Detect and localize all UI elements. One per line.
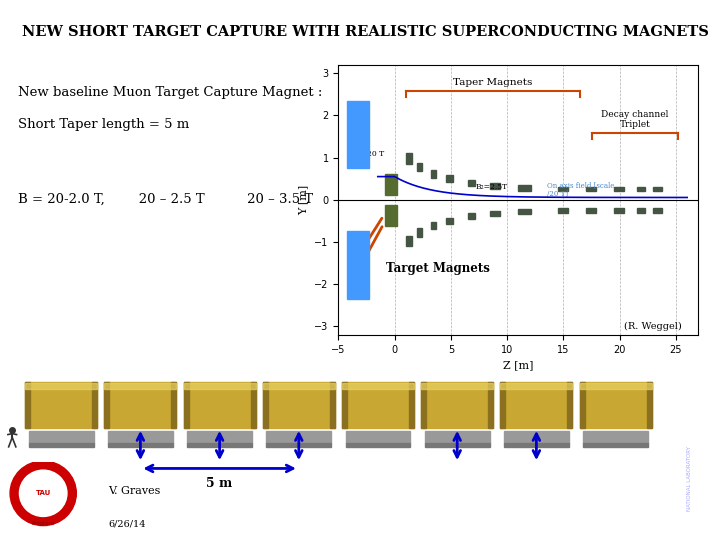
Bar: [647, 382, 652, 428]
Text: V. Graves: V. Graves: [108, 486, 161, 496]
Bar: [425, 443, 490, 447]
Bar: [184, 383, 256, 389]
Text: NEW SHORT TARGET CAPTURE WITH REALISTIC SUPERCONDUCTING MAGNETS: NEW SHORT TARGET CAPTURE WITH REALISTIC …: [22, 25, 708, 39]
Text: Program: Program: [32, 521, 55, 526]
Bar: [263, 383, 335, 389]
Bar: [580, 383, 652, 389]
Bar: [580, 382, 585, 428]
Bar: [654, 187, 662, 191]
Bar: [409, 382, 414, 428]
Text: NATIONAL LABORATORY: NATIONAL LABORATORY: [687, 446, 692, 511]
Text: B = 20-2.0 T,        20 – 2.5 T          20 – 3.5 T: B = 20-2.0 T, 20 – 2.5 T 20 – 3.5 T: [18, 193, 313, 206]
Bar: [104, 382, 176, 428]
Bar: [500, 383, 572, 389]
Bar: [431, 222, 436, 230]
Bar: [342, 383, 414, 389]
Bar: [171, 382, 176, 428]
Bar: [558, 208, 568, 213]
Bar: [342, 382, 414, 428]
Bar: [346, 443, 410, 447]
Text: B₂=20 T: B₂=20 T: [352, 150, 384, 158]
Bar: [468, 213, 475, 219]
Bar: [108, 431, 173, 443]
Bar: [266, 431, 331, 443]
Bar: [446, 176, 453, 182]
Bar: [266, 443, 331, 447]
Bar: [104, 382, 109, 428]
Bar: [488, 382, 493, 428]
Bar: [518, 209, 531, 214]
Bar: [504, 431, 569, 443]
Bar: [104, 383, 176, 389]
Bar: [586, 208, 596, 213]
Bar: [518, 185, 531, 191]
Bar: [431, 170, 436, 178]
Bar: [583, 431, 648, 443]
Bar: [25, 382, 97, 428]
Bar: [29, 443, 94, 447]
Circle shape: [10, 461, 76, 525]
Text: Taper Magnets: Taper Magnets: [454, 78, 533, 87]
Bar: [187, 431, 252, 443]
Bar: [421, 382, 493, 428]
Bar: [490, 184, 500, 189]
Bar: [425, 431, 490, 443]
Bar: [567, 382, 572, 428]
Bar: [636, 187, 645, 191]
Bar: [406, 235, 412, 246]
Bar: [614, 187, 624, 191]
Bar: [500, 382, 505, 428]
Bar: [347, 232, 369, 299]
Bar: [558, 187, 568, 191]
Bar: [184, 382, 256, 428]
Bar: [468, 180, 475, 186]
Text: Decay channel
Triplet: Decay channel Triplet: [601, 110, 669, 129]
Bar: [346, 431, 410, 443]
Bar: [108, 443, 173, 447]
Bar: [406, 153, 412, 164]
Bar: [636, 208, 645, 213]
Bar: [342, 382, 347, 428]
Text: (R. Weggel): (R. Weggel): [624, 321, 682, 330]
Bar: [421, 383, 493, 389]
Bar: [330, 382, 335, 428]
Bar: [504, 443, 569, 447]
Bar: [384, 174, 397, 195]
Bar: [417, 228, 422, 237]
Y-axis label: Y [m]: Y [m]: [299, 185, 309, 215]
X-axis label: Z [m]: Z [m]: [503, 360, 534, 370]
Bar: [263, 382, 268, 428]
Bar: [583, 443, 648, 447]
Bar: [500, 382, 572, 428]
Bar: [187, 443, 252, 447]
Bar: [421, 382, 426, 428]
Text: BROOKHAVEN: BROOKHAVEN: [686, 400, 693, 455]
Bar: [25, 382, 30, 428]
Bar: [614, 208, 624, 213]
Bar: [263, 382, 335, 428]
Bar: [25, 383, 97, 389]
Bar: [586, 187, 596, 191]
Text: 6/26/14: 6/26/14: [108, 519, 145, 529]
Text: Short Taper length = 5 m: Short Taper length = 5 m: [18, 118, 189, 131]
Bar: [417, 163, 422, 171]
Bar: [92, 382, 97, 428]
Text: On axis field [scale
/20 T]: On axis field [scale /20 T]: [546, 181, 614, 198]
Bar: [446, 218, 453, 224]
Bar: [29, 431, 94, 443]
Text: B₂=2.5T: B₂=2.5T: [476, 183, 508, 191]
Bar: [251, 382, 256, 428]
Bar: [347, 100, 369, 168]
Text: Target Magnets: Target Magnets: [386, 261, 490, 274]
Text: 5 m: 5 m: [207, 476, 233, 490]
Bar: [384, 205, 397, 226]
Bar: [490, 211, 500, 216]
Bar: [654, 208, 662, 213]
Text: New baseline Muon Target Capture Magnet :: New baseline Muon Target Capture Magnet …: [18, 86, 323, 99]
Circle shape: [19, 470, 67, 516]
Text: TAU: TAU: [35, 490, 51, 496]
Bar: [580, 382, 652, 428]
Bar: [184, 382, 189, 428]
